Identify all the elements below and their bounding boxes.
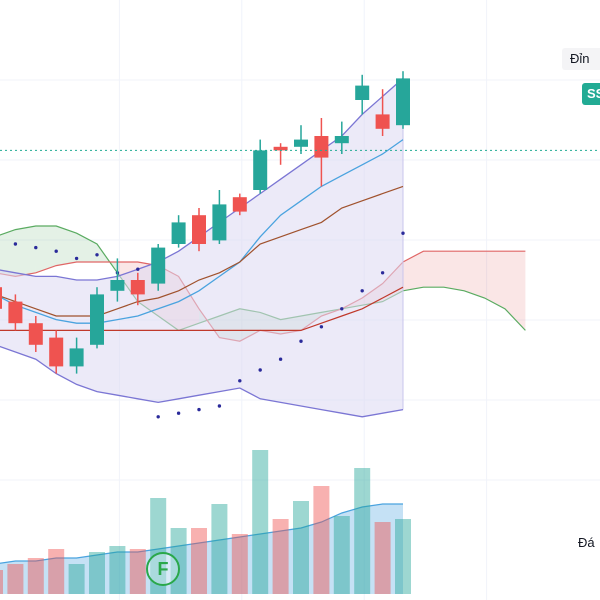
psar-dot bbox=[176, 411, 181, 415]
candle-body bbox=[212, 204, 227, 241]
candle-body bbox=[28, 323, 43, 345]
cloud-segment bbox=[505, 251, 526, 331]
volume-bar bbox=[129, 549, 146, 594]
volume-bar bbox=[191, 528, 207, 594]
volume-bar bbox=[211, 504, 228, 594]
psar-dot bbox=[380, 271, 385, 275]
psar-dot bbox=[278, 357, 283, 361]
volume-bar bbox=[252, 450, 269, 594]
volume-bar bbox=[374, 522, 391, 594]
psar-dot bbox=[136, 267, 140, 271]
candle-body bbox=[375, 114, 390, 129]
bollinger-middle-line bbox=[0, 139, 404, 324]
volume-bar bbox=[333, 516, 350, 594]
psar-dot bbox=[74, 256, 79, 261]
psar-dot bbox=[238, 379, 242, 383]
cloud-segment bbox=[15, 226, 36, 277]
psar-dot bbox=[299, 339, 303, 343]
bollinger-lower-line bbox=[0, 345, 404, 418]
cloud-segment bbox=[443, 251, 465, 291]
psar-dot bbox=[360, 289, 364, 293]
kijun-sen-line bbox=[0, 286, 404, 331]
psar-dot bbox=[217, 404, 222, 408]
candle-body bbox=[253, 150, 268, 190]
psar-dot bbox=[13, 242, 18, 246]
volume-ma-line bbox=[0, 503, 403, 564]
cloud-segment bbox=[403, 251, 424, 291]
candle-body bbox=[396, 78, 410, 126]
candle-body bbox=[232, 197, 247, 212]
volume-bar bbox=[354, 468, 371, 594]
volume-bar bbox=[395, 519, 411, 594]
psar-dot bbox=[156, 415, 160, 419]
volume-bar bbox=[231, 534, 248, 594]
candle-body bbox=[294, 139, 308, 147]
candlesticks bbox=[0, 71, 410, 374]
cloud-segment bbox=[56, 226, 77, 266]
cloud-segment bbox=[35, 226, 57, 273]
psar-dot bbox=[54, 249, 58, 253]
volume-bar bbox=[293, 501, 309, 594]
candle-body bbox=[90, 294, 104, 345]
candle-body bbox=[151, 247, 166, 284]
cloud-segment bbox=[464, 251, 485, 298]
candle-body bbox=[314, 136, 329, 158]
volume-bar bbox=[0, 570, 3, 594]
candle-body bbox=[130, 280, 145, 295]
candle-body bbox=[171, 222, 186, 244]
candle-body bbox=[0, 287, 2, 309]
psar-dot bbox=[197, 407, 201, 412]
indicator-lines bbox=[0, 185, 404, 331]
candle-body bbox=[49, 337, 64, 367]
candle-body bbox=[192, 215, 206, 244]
candle-body bbox=[110, 280, 125, 291]
cloud-segment bbox=[76, 233, 97, 262]
volume-bar bbox=[7, 564, 24, 594]
cloud-segment bbox=[423, 251, 444, 288]
price-label-tag: SS bbox=[582, 83, 600, 105]
psar-dot bbox=[258, 368, 262, 372]
cloud-segment bbox=[484, 251, 505, 309]
candle-body bbox=[69, 348, 84, 367]
candle-body bbox=[273, 146, 288, 151]
psar-dot bbox=[319, 325, 324, 329]
volume-ma-area bbox=[0, 504, 403, 594]
volume-bar bbox=[68, 564, 85, 594]
candle-body bbox=[355, 85, 370, 100]
bottom-label-tag: Đá bbox=[578, 535, 595, 550]
volume-bar bbox=[109, 546, 126, 594]
volume-bars bbox=[0, 450, 411, 594]
volume-bar bbox=[313, 486, 330, 594]
top-label-tag: Đỉn bbox=[562, 48, 600, 70]
candle-body bbox=[8, 301, 23, 324]
psar-dot bbox=[34, 245, 38, 250]
psar-dot bbox=[340, 307, 344, 311]
volume-bar bbox=[27, 558, 44, 594]
candle-body bbox=[334, 136, 349, 144]
psar-dot bbox=[95, 253, 99, 257]
volume-bar bbox=[89, 552, 105, 594]
parabolic-sar-dots bbox=[13, 231, 405, 419]
volume-bar bbox=[272, 519, 289, 594]
psar-dot bbox=[401, 231, 405, 235]
signal-marker[interactable]: F bbox=[146, 552, 180, 586]
volume-bar bbox=[48, 549, 65, 594]
tenkan-sen-line bbox=[0, 185, 404, 317]
cloud-segment bbox=[0, 229, 16, 277]
